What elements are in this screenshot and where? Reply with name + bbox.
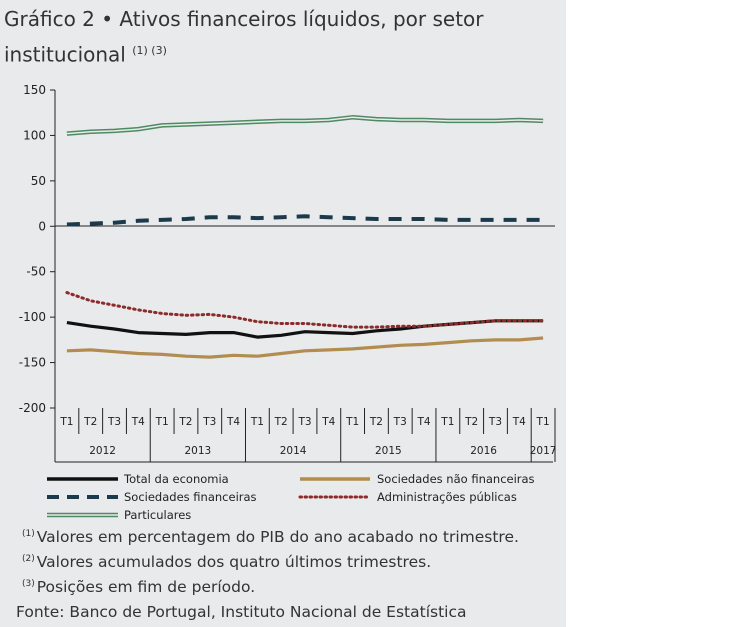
y-tick-label: -150: [19, 356, 46, 370]
quarter-label: T3: [297, 416, 311, 428]
legend-label-sf: Sociedades financeiras: [124, 490, 257, 504]
chart-title-label: Gráfico 2: [4, 7, 95, 31]
series-line-4: [65, 291, 545, 329]
chart-title-bullet: •: [101, 7, 114, 31]
series-line-2-inner: [66, 116, 544, 135]
footnote-3: (3) Posições em fim de período.: [22, 578, 255, 596]
series-line-1: [66, 214, 544, 227]
year-label: 2012: [89, 445, 116, 457]
y-axis: 150 100 50 0 -50 -100 -150 -200: [19, 83, 56, 415]
x-axis: T1 T2 T3 T4 T1 T2 T3 T4 T1 T2 T3 T4 T1 T2 T3 T4 T1 T2 T3 T4…: [54, 225, 557, 463]
chart-title-superscripts: (1) (3): [132, 44, 167, 57]
quarter-label: T2: [178, 416, 192, 428]
quarter-label: T1: [155, 416, 169, 428]
y-tick-label: -200: [19, 401, 46, 415]
quarter-label: T2: [274, 416, 288, 428]
chart-panel: Gráfico 2 • Ativos financeiros líquidos,…: [0, 0, 566, 627]
chart-title-text: Ativos financeiros líquidos, por setor i…: [4, 7, 484, 67]
quarter-label: T4: [131, 416, 145, 428]
quarter-label: T1: [250, 416, 264, 428]
quarter-label: T4: [321, 416, 335, 428]
year-label: 2015: [375, 445, 402, 457]
legend-label-total: Total da economia: [123, 472, 229, 486]
year-label: 2016: [470, 445, 497, 457]
chart-title: Gráfico 2 • Ativos financeiros líquidos,…: [4, 4, 560, 71]
quarter-label: T3: [393, 416, 407, 428]
quarter-label: T3: [107, 416, 121, 428]
series-line-3: [66, 336, 544, 359]
year-label: 2017: [530, 445, 557, 457]
quarter-label: T3: [202, 416, 216, 428]
y-tick-label: 150: [23, 83, 46, 97]
legend: Total da economia Sociedades não finance…: [47, 472, 535, 522]
quarter-label: T2: [83, 416, 97, 428]
quarter-label: T4: [416, 416, 430, 428]
quarter-label: T3: [488, 416, 502, 428]
quarter-label: T1: [440, 416, 454, 428]
footnote-2-text: Valores acumulados dos quatro últimos tr…: [36, 553, 432, 571]
quarter-label: T1: [59, 416, 73, 428]
quarter-label: T4: [512, 416, 526, 428]
y-tick-label: -50: [26, 265, 46, 279]
footnote-3-text: Posições em fim de período.: [36, 578, 256, 596]
series-group: [65, 115, 545, 359]
legend-label-snf: Sociedades não financeiras: [377, 472, 535, 486]
legend-label-ap: Administrações públicas: [377, 490, 517, 504]
source-note: Fonte: Banco de Portugal, Instituto Naci…: [16, 603, 467, 621]
quarter-label: T2: [369, 416, 383, 428]
legend-label-part: Particulares: [124, 508, 191, 522]
year-label: 2013: [184, 445, 211, 457]
series-line-2-outer: [66, 115, 544, 136]
footnote-1-text: Valores em percentagem do PIB do ano aca…: [36, 528, 519, 546]
year-label: 2014: [280, 445, 307, 457]
footnote-1-marker: (1): [22, 528, 35, 539]
y-tick-label: 0: [38, 219, 46, 233]
footnote-2-marker: (2): [22, 553, 35, 564]
quarter-label: T2: [464, 416, 478, 428]
footnote-1: (1) Valores em percentagem do PIB do ano …: [22, 528, 519, 546]
quarter-label: T1: [536, 416, 550, 428]
y-tick-label: -100: [19, 310, 46, 324]
y-tick-label: 50: [31, 174, 46, 188]
footnote-2: (2) Valores acumulados dos quatro últimos…: [22, 553, 431, 571]
quarter-label: T1: [345, 416, 359, 428]
footnote-3-marker: (3): [22, 578, 35, 589]
y-tick-label: 100: [23, 128, 46, 142]
quarter-label: T4: [226, 416, 240, 428]
